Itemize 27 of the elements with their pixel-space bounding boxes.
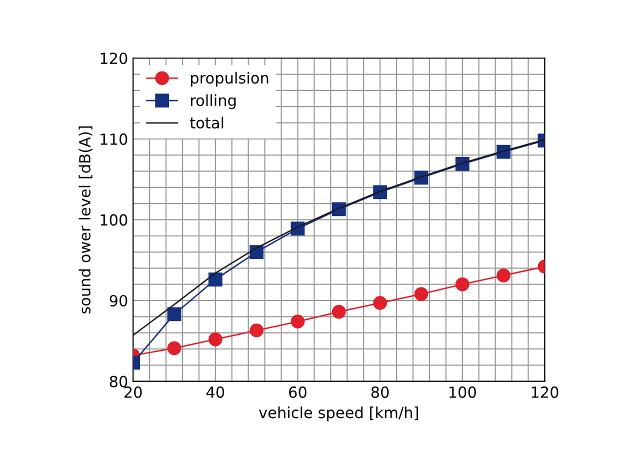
- x-tick-label: 100: [449, 386, 476, 398]
- x-axis-title: vehicle speed [km/h]: [258, 406, 418, 422]
- y-tick-label: 100: [100, 214, 128, 226]
- x-tick-label: 20: [124, 386, 142, 398]
- y-axis-title: sound ower level [dB(A)]: [78, 126, 92, 314]
- y-tick-label: 120: [100, 52, 128, 64]
- y-tick-label: 90: [110, 294, 128, 307]
- point: [373, 296, 388, 310]
- legend-label: propulsion: [191, 72, 268, 87]
- legend-label: total: [190, 116, 224, 129]
- point: [167, 307, 182, 322]
- point: [414, 287, 428, 301]
- legend-label: rolling: [191, 94, 236, 110]
- x-tick-label: 40: [206, 386, 224, 398]
- point: [250, 323, 264, 338]
- point: [455, 277, 470, 292]
- point: [208, 272, 222, 286]
- y-tick-label: 80: [110, 376, 128, 388]
- x-tick-label: 60: [289, 386, 306, 398]
- point: [290, 314, 305, 328]
- point: [167, 341, 182, 356]
- point: [332, 304, 346, 319]
- x-tick-label: 120: [532, 386, 558, 398]
- x-tick-label: 80: [371, 386, 389, 398]
- point: [208, 332, 222, 346]
- point: [496, 268, 510, 282]
- y-tick-label: 110: [100, 133, 128, 145]
